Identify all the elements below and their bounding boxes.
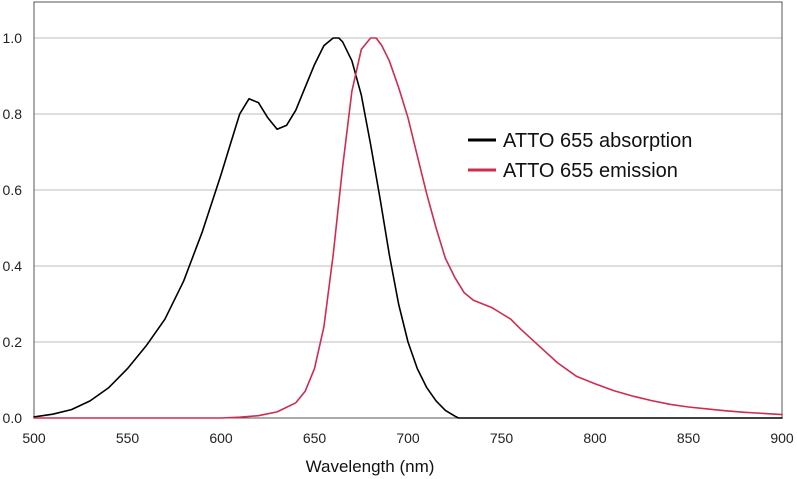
x-tick-label: 900: [770, 430, 794, 446]
x-tick-label: 650: [303, 430, 327, 446]
x-tick-label: 550: [116, 430, 140, 446]
y-axis: 0.0 0.2 0.4 0.6 0.8 1.0: [3, 30, 23, 426]
x-axis-label: Wavelength (nm): [306, 457, 435, 476]
plot-frame: [33, 1, 783, 419]
y-tick-label: 0.6: [3, 182, 23, 198]
y-tick-label: 1.0: [3, 30, 23, 46]
series-line-absorption: [33, 37, 783, 419]
y-tick-label: 0.8: [3, 106, 23, 122]
x-tick-label: 500: [22, 430, 46, 446]
x-tick-label: 750: [490, 430, 514, 446]
y-tick-label: 0.0: [3, 410, 23, 426]
x-tick-label: 700: [396, 430, 420, 446]
x-tick-label: 850: [677, 430, 701, 446]
legend-label: ATTO 655 emission: [503, 160, 678, 182]
y-tick-label: 0.2: [3, 334, 23, 350]
x-tick-label: 600: [209, 430, 233, 446]
series-layer: [33, 37, 783, 419]
x-axis: 500 550 600 650 700 750 800 850 900: [22, 430, 794, 446]
x-tick-label: 800: [583, 430, 607, 446]
grid-lines: [34, 37, 782, 343]
series-line-emission: [33, 37, 783, 419]
legend-label: ATTO 655 absorption: [503, 130, 692, 152]
legend: ATTO 655 absorption ATTO 655 emission: [468, 130, 692, 182]
y-tick-label: 0.4: [3, 258, 23, 274]
